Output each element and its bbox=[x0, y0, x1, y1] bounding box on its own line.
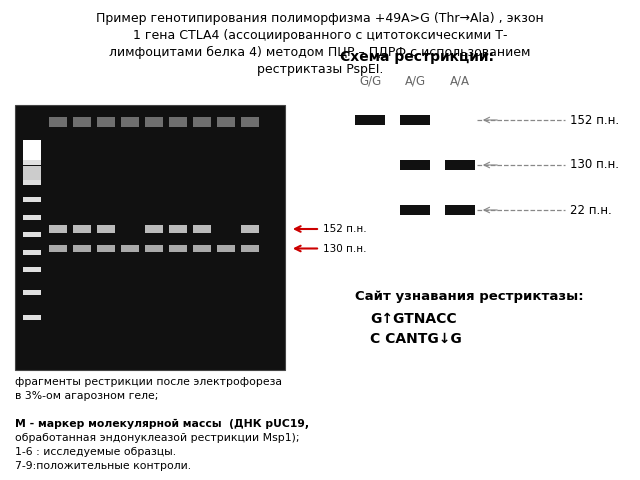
Bar bbox=[23, 250, 41, 255]
Bar bbox=[169, 225, 187, 233]
Bar bbox=[400, 205, 430, 215]
Text: 152 п.н.: 152 п.н. bbox=[323, 224, 367, 234]
Bar bbox=[23, 145, 41, 150]
Bar bbox=[193, 117, 211, 127]
Bar bbox=[49, 117, 67, 127]
Bar bbox=[23, 166, 41, 180]
Text: A/G: A/G bbox=[404, 75, 426, 88]
Bar bbox=[23, 315, 41, 320]
Text: 152 п.н.: 152 п.н. bbox=[570, 113, 619, 127]
Bar bbox=[49, 225, 67, 233]
Text: обработанная эндонуклеазой рестрикции Msp1);: обработанная эндонуклеазой рестрикции Ms… bbox=[15, 433, 300, 443]
Bar bbox=[400, 160, 430, 170]
Bar bbox=[400, 115, 430, 125]
Bar bbox=[73, 225, 91, 233]
Bar bbox=[355, 115, 385, 125]
Bar bbox=[15, 105, 285, 370]
Text: 22 п.н.: 22 п.н. bbox=[570, 204, 612, 216]
Bar bbox=[145, 117, 163, 127]
Bar bbox=[445, 205, 475, 215]
Text: М - маркер молекулярной массы  (ДНК рUС19,: М - маркер молекулярной массы (ДНК рUС19… bbox=[15, 419, 309, 429]
Text: в 3%-ом агарозном геле;: в 3%-ом агарозном геле; bbox=[15, 391, 158, 401]
Bar bbox=[217, 117, 235, 127]
Bar bbox=[97, 117, 115, 127]
Bar bbox=[217, 245, 235, 252]
Text: Сайт узнавания рестриктазы:: Сайт узнавания рестриктазы: bbox=[355, 290, 584, 303]
Bar bbox=[49, 245, 67, 252]
Bar bbox=[23, 197, 41, 202]
Bar bbox=[445, 160, 475, 170]
Text: G/G: G/G bbox=[359, 75, 381, 88]
Bar bbox=[121, 117, 139, 127]
Text: C CANTG↓G: C CANTG↓G bbox=[370, 332, 461, 346]
Bar bbox=[145, 245, 163, 252]
Bar bbox=[97, 245, 115, 252]
Text: 7-9:положительные контроли.: 7-9:положительные контроли. bbox=[15, 461, 191, 471]
Bar bbox=[169, 117, 187, 127]
Bar bbox=[97, 225, 115, 233]
Bar bbox=[193, 225, 211, 233]
Bar bbox=[241, 245, 259, 252]
Text: Пример генотипирования полиморфизма +49A>G (Thr→Ala) , экзон
1 гена CTLA4 (ассоц: Пример генотипирования полиморфизма +49A… bbox=[96, 12, 544, 76]
Bar bbox=[23, 180, 41, 185]
Text: G↑GTNACC: G↑GTNACC bbox=[370, 312, 456, 326]
Bar bbox=[23, 140, 41, 160]
Bar bbox=[241, 225, 259, 233]
Text: A/A: A/A bbox=[450, 75, 470, 88]
Bar bbox=[241, 117, 259, 127]
Bar bbox=[73, 117, 91, 127]
Bar bbox=[23, 267, 41, 272]
Bar bbox=[169, 245, 187, 252]
Bar bbox=[121, 245, 139, 252]
Bar bbox=[23, 160, 41, 165]
Text: 1-6 : исследуемые образцы.: 1-6 : исследуемые образцы. bbox=[15, 447, 176, 457]
Bar bbox=[23, 290, 41, 295]
Text: Схема рестрикции:: Схема рестрикции: bbox=[340, 50, 494, 64]
Bar bbox=[145, 225, 163, 233]
Bar bbox=[193, 245, 211, 252]
Text: 130 п.н.: 130 п.н. bbox=[323, 243, 367, 253]
Text: 130 п.н.: 130 п.н. bbox=[570, 158, 619, 171]
Bar bbox=[23, 232, 41, 237]
Bar bbox=[73, 245, 91, 252]
Bar bbox=[23, 215, 41, 220]
Text: фрагменты рестрикции после электрофореза: фрагменты рестрикции после электрофореза bbox=[15, 377, 282, 387]
